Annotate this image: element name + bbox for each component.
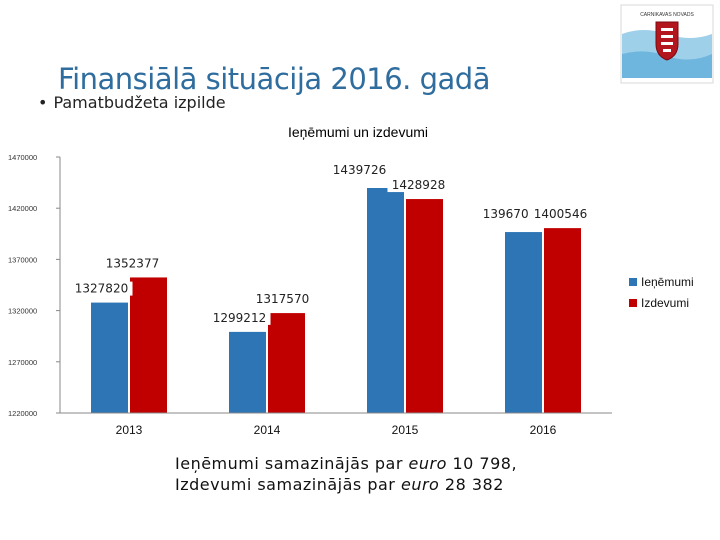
municipality-logo: CARNIKAVAS NOVADS bbox=[620, 4, 714, 84]
note-expense-line: Izdevumi samazinājās par euro 28 382 bbox=[175, 474, 517, 495]
x-axis: 2013 2014 2015 2016 bbox=[60, 412, 612, 437]
x-tick-label: 2013 bbox=[116, 423, 143, 437]
logo-text: CARNIKAVAS NOVADS bbox=[640, 12, 694, 18]
y-tick-label: 1420000 bbox=[8, 204, 37, 213]
legend-swatch-expense bbox=[629, 299, 637, 307]
x-tick-label: 2016 bbox=[530, 423, 557, 437]
income-bar-2014 bbox=[229, 331, 266, 413]
slide-subtitle: • Pamatbudžeta izpilde bbox=[38, 93, 226, 112]
data-label-background bbox=[328, 163, 391, 178]
note-expense-prefix: Izdevumi samazinājās par bbox=[175, 475, 401, 494]
slide-title: Finansiālā situācija 2016. gadā bbox=[58, 62, 490, 96]
data-labels-group: 1327820 1352377 1299212 1317570 1439726 14289… bbox=[70, 163, 592, 325]
data-label-background bbox=[387, 178, 450, 193]
y-tick-label: 1220000 bbox=[8, 409, 37, 418]
note-income-prefix: Ieņēmumi samazinājās par bbox=[175, 454, 409, 473]
note-income-line: Ieņēmumi samazinājās par euro 10 798, bbox=[175, 453, 517, 474]
note-expense-unit: euro bbox=[400, 475, 440, 494]
income-bar-2013 bbox=[91, 302, 128, 413]
legend-label-income: Ieņēmumi bbox=[641, 275, 694, 289]
legend-label-expense: Izdevumi bbox=[641, 296, 689, 310]
x-tick-label: 2015 bbox=[392, 423, 419, 437]
data-label-background bbox=[529, 207, 592, 222]
legend-swatch-income bbox=[629, 278, 637, 286]
data-label-background bbox=[478, 207, 541, 222]
expense-bar-2014 bbox=[268, 313, 305, 413]
expense-label-2014: 1317570 bbox=[256, 292, 309, 306]
y-tick-label: 1270000 bbox=[8, 358, 37, 367]
data-label-background bbox=[208, 310, 271, 325]
expense-label-2013: 1352377 bbox=[106, 256, 159, 270]
y-tick-label: 1470000 bbox=[8, 153, 37, 162]
income-label-2016: 1396708 bbox=[483, 207, 536, 221]
expense-label-2015: 1428928 bbox=[392, 178, 445, 192]
y-tick-label: 1370000 bbox=[8, 255, 37, 264]
note-income-unit: euro bbox=[408, 454, 447, 473]
expense-bar-2016 bbox=[544, 228, 581, 413]
data-label-background bbox=[251, 292, 314, 307]
note-income-value: 10 798, bbox=[446, 454, 518, 473]
chart-title: Ieņēmumi un izdevumi bbox=[288, 124, 428, 140]
x-tick-label: 2014 bbox=[254, 423, 281, 437]
bullet-point: • bbox=[38, 93, 48, 112]
summary-note: Ieņēmumi samazinājās par euro 10 798, Iz… bbox=[175, 453, 517, 495]
y-axis: 1220000 1270000 1320000 1370000 1420000 14700… bbox=[8, 153, 61, 418]
note-expense-value: 28 382 bbox=[439, 475, 504, 494]
legend: Ieņēmumi Izdevumi bbox=[629, 275, 694, 310]
data-label-background bbox=[101, 256, 164, 271]
income-label-2015: 1439726 bbox=[333, 163, 386, 177]
expense-bar-2015 bbox=[406, 199, 443, 413]
expense-label-2016: 1400546 bbox=[534, 207, 587, 221]
income-label-2014: 1299212 bbox=[213, 311, 266, 325]
data-label-background bbox=[70, 281, 133, 296]
income-label-2013: 1327820 bbox=[75, 282, 128, 296]
y-tick-label: 1320000 bbox=[8, 307, 37, 316]
expense-bar-2013 bbox=[130, 277, 167, 413]
bars-group bbox=[91, 188, 581, 413]
subtitle-text: Pamatbudžeta izpilde bbox=[53, 93, 226, 112]
income-bar-2016 bbox=[505, 232, 542, 413]
income-bar-2015 bbox=[367, 188, 404, 413]
